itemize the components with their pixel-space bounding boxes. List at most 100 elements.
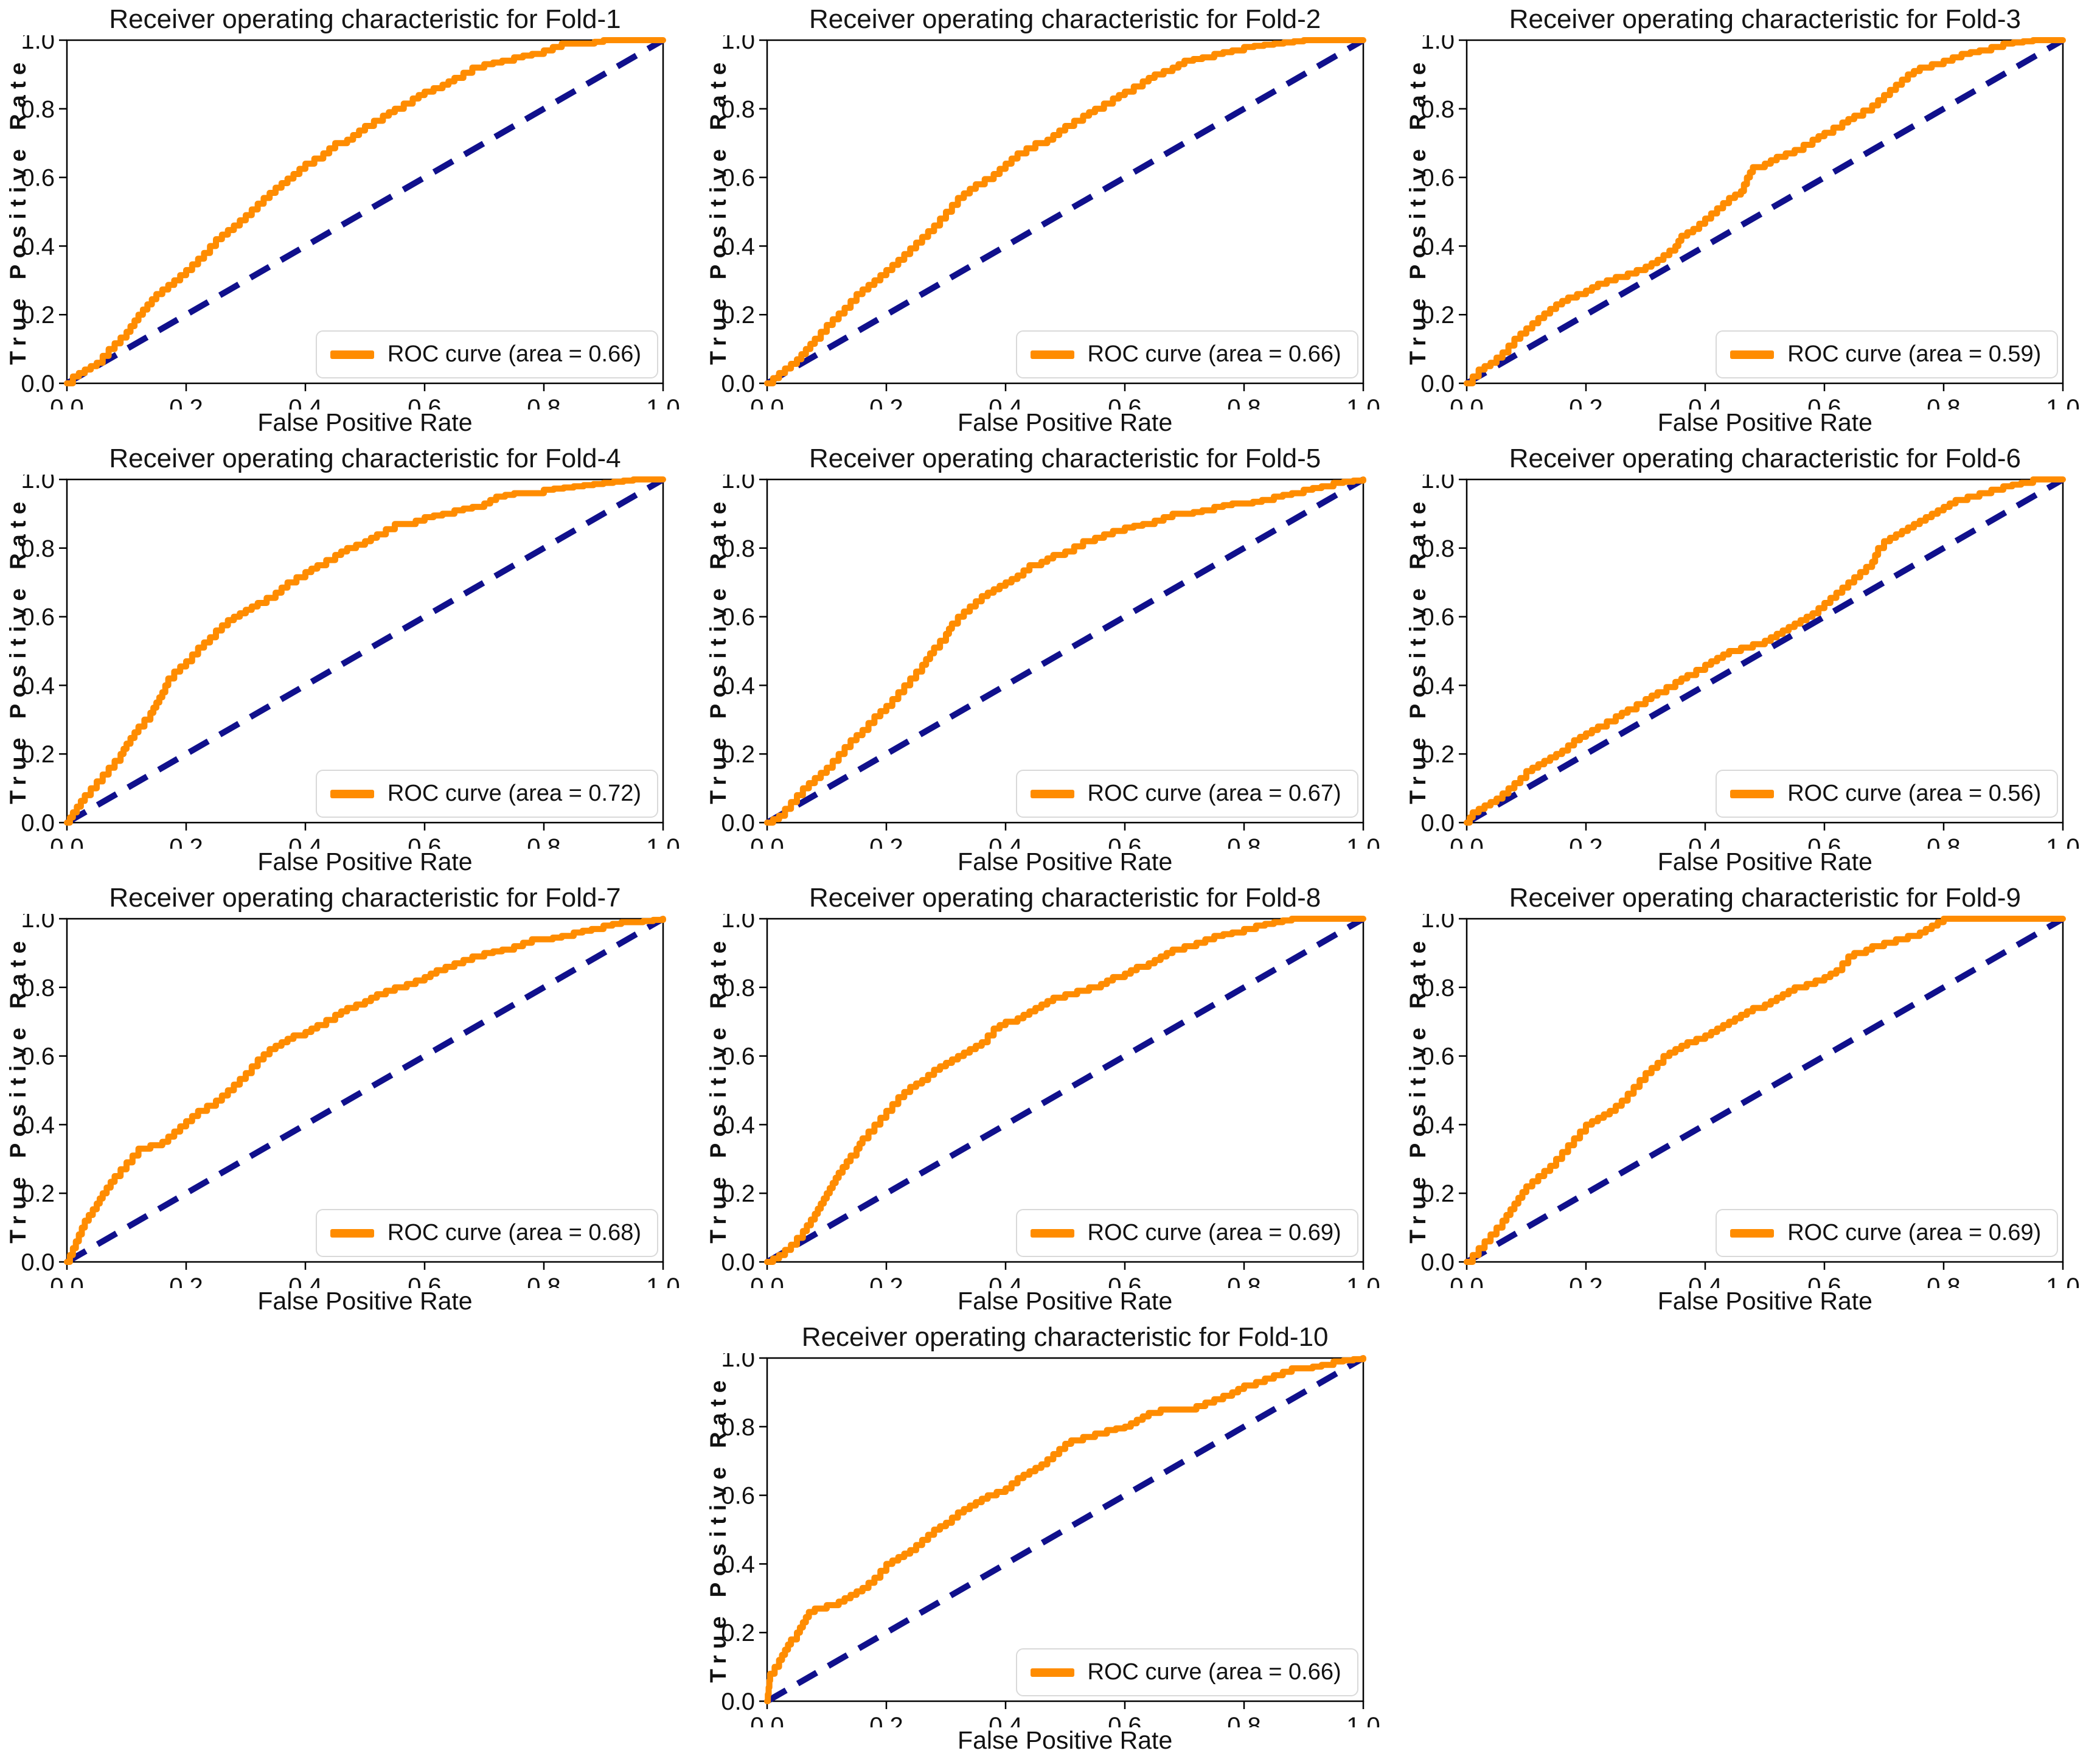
roc-curve-line [64,476,666,826]
chance-diagonal-line [765,476,1365,826]
roc-subplot-fold-3: Receiver operating characteristic for Fo… [1400,0,2099,439]
x-tick-label: 0.6 [1808,834,1842,849]
roc-curve-line [64,37,666,386]
plot-title: Receiver operating characteristic for Fo… [801,1322,1329,1352]
x-tick-label: 0.0 [1450,834,1484,849]
x-tick-label: 0.6 [1108,395,1142,409]
y-tick-label: 1.0 [1421,475,1455,493]
roc-legend: ROC curve (area = 0.69) [1716,1209,2059,1257]
plot-border [766,918,1364,1263]
plot-title: Receiver operating characteristic for Fo… [109,4,621,34]
y-tick-label: 0.2 [721,1620,755,1646]
x-axis-label: False Positive Rate [958,848,1173,876]
x-tick-label: 0.4 [288,834,322,849]
x-tick-label: 1.0 [1346,1713,1380,1727]
y-tick-label: 0.0 [721,371,755,397]
y-tick-label: 0.6 [1421,1043,1455,1070]
x-tick-label: 0.4 [989,834,1023,849]
plot-border [1466,918,2064,1263]
y-tick-label: 0.8 [21,535,55,562]
x-tick-label: 0.2 [169,1273,203,1288]
roc-curve-swatch [1030,1228,1074,1238]
x-tick-label: 1.0 [2046,395,2081,409]
y-tick-label: 0.2 [21,741,55,768]
x-tick-label: 0.0 [50,1273,84,1288]
roc-legend: ROC curve (area = 0.69) [1015,1209,1358,1257]
y-tick-label: 0.6 [1421,604,1455,631]
x-tick-label: 0.8 [1227,395,1261,409]
roc-legend: ROC curve (area = 0.56) [1716,770,2059,818]
roc-curve-swatch [1730,789,1775,798]
roc-subplot-fold-2: Receiver operating characteristic for Fo… [700,0,1400,439]
y-tick-label: 0.8 [721,975,755,1001]
legend-label: ROC curve (area = 0.68) [387,1220,641,1245]
x-tick-label: 1.0 [1346,395,1380,409]
roc-subplot-fold-6: Receiver operating characteristic for Fo… [1400,439,2099,879]
x-tick-label: 0.8 [527,395,561,409]
plot-border [66,478,664,824]
x-tick-label: 0.2 [169,834,203,849]
y-tick-label: 0.2 [21,302,55,329]
x-tick-label: 0.8 [1927,834,1961,849]
x-tick-label: 0.6 [408,1273,442,1288]
plot-title: Receiver operating characteristic for Fo… [1509,444,2021,473]
y-tick-label: 0.4 [1421,672,1455,699]
roc-legend: ROC curve (area = 0.66) [1015,1648,1358,1696]
x-tick-label: 1.0 [646,1273,680,1288]
plot-border [1466,39,2064,385]
roc-curve-swatch [330,1228,374,1238]
x-axis-label: False Positive Rate [1657,408,1872,436]
roc-legend: ROC curve (area = 0.59) [1716,330,2059,378]
x-tick-label: 0.2 [1570,1273,1604,1288]
y-tick-label: 0.6 [21,1043,55,1070]
y-tick-label: 1.0 [721,35,755,54]
chance-diagonal-line [1465,916,2065,1265]
chance-diagonal-line [65,37,665,386]
y-tick-label: 0.0 [1421,371,1455,397]
y-tick-label: 0.0 [721,810,755,837]
chance-diagonal-line [765,916,1365,1265]
x-tick-label: 0.0 [50,834,84,849]
x-tick-label: 1.0 [2046,834,2081,849]
y-tick-label: 0.6 [21,165,55,192]
plot-title: Receiver operating characteristic for Fo… [809,4,1321,34]
x-tick-label: 0.2 [869,834,903,849]
y-tick-label: 0.0 [21,371,55,397]
roc-curve-swatch [1030,789,1074,798]
x-axis-label: False Positive Rate [1657,848,1872,876]
roc-curve-swatch [330,350,374,359]
y-tick-label: 1.0 [1421,914,1455,933]
y-tick-label: 0.6 [721,1043,755,1070]
plot-title: Receiver operating characteristic for Fo… [109,883,621,913]
x-tick-label: 0.0 [50,395,84,409]
y-tick-label: 0.0 [1421,1249,1455,1276]
y-tick-label: 0.4 [21,672,55,699]
y-tick-label: 0.6 [721,604,755,631]
y-tick-label: 0.0 [21,1249,55,1276]
x-tick-label: 0.6 [408,834,442,849]
y-tick-label: 0.4 [721,233,755,260]
roc-subplot-fold-10: Receiver operating characteristic for Fo… [700,1318,1400,1757]
roc-curve-line [763,476,1366,826]
chance-diagonal-line [65,476,665,826]
y-tick-label: 1.0 [721,914,755,933]
roc-plot-canvas: 0.0 0.2 0.4 0.6 0.8 1.0 0.0 0.2 0.4 0.6 0.8 1.0 [1421,914,2080,1288]
x-axis-label: False Positive Rate [257,408,473,436]
roc-plot-canvas: 0.0 0.2 0.4 0.6 0.8 1.0 0.0 0.2 0.4 0.6 0.8 1.0 [721,475,1380,849]
roc-plot-canvas: 0.0 0.2 0.4 0.6 0.8 1.0 0.0 0.2 0.4 0.6 0.8 1.0 [721,914,1380,1288]
roc-curve-swatch [1030,1668,1074,1677]
roc-plot-canvas: 0.0 0.2 0.4 0.6 0.8 1.0 0.0 0.2 0.4 0.6 0.8 1.0 [721,35,1380,409]
x-tick-label: 0.8 [527,834,561,849]
y-tick-label: 0.6 [721,165,755,192]
roc-plot-canvas: 0.0 0.2 0.4 0.6 0.8 1.0 0.0 0.2 0.4 0.6 0.8 1.0 [721,1353,1380,1727]
y-tick-label: 0.2 [721,741,755,768]
y-tick-label: 0.0 [721,1688,755,1715]
y-tick-label: 0.8 [1421,975,1455,1001]
x-axis-label: False Positive Rate [257,1287,473,1315]
x-tick-label: 0.8 [1927,395,1961,409]
roc-curve-swatch [1730,1228,1775,1238]
roc-subplot-fold-7: Receiver operating characteristic for Fo… [0,879,700,1318]
y-tick-label: 0.4 [1421,1112,1455,1138]
y-tick-label: 1.0 [21,475,55,493]
